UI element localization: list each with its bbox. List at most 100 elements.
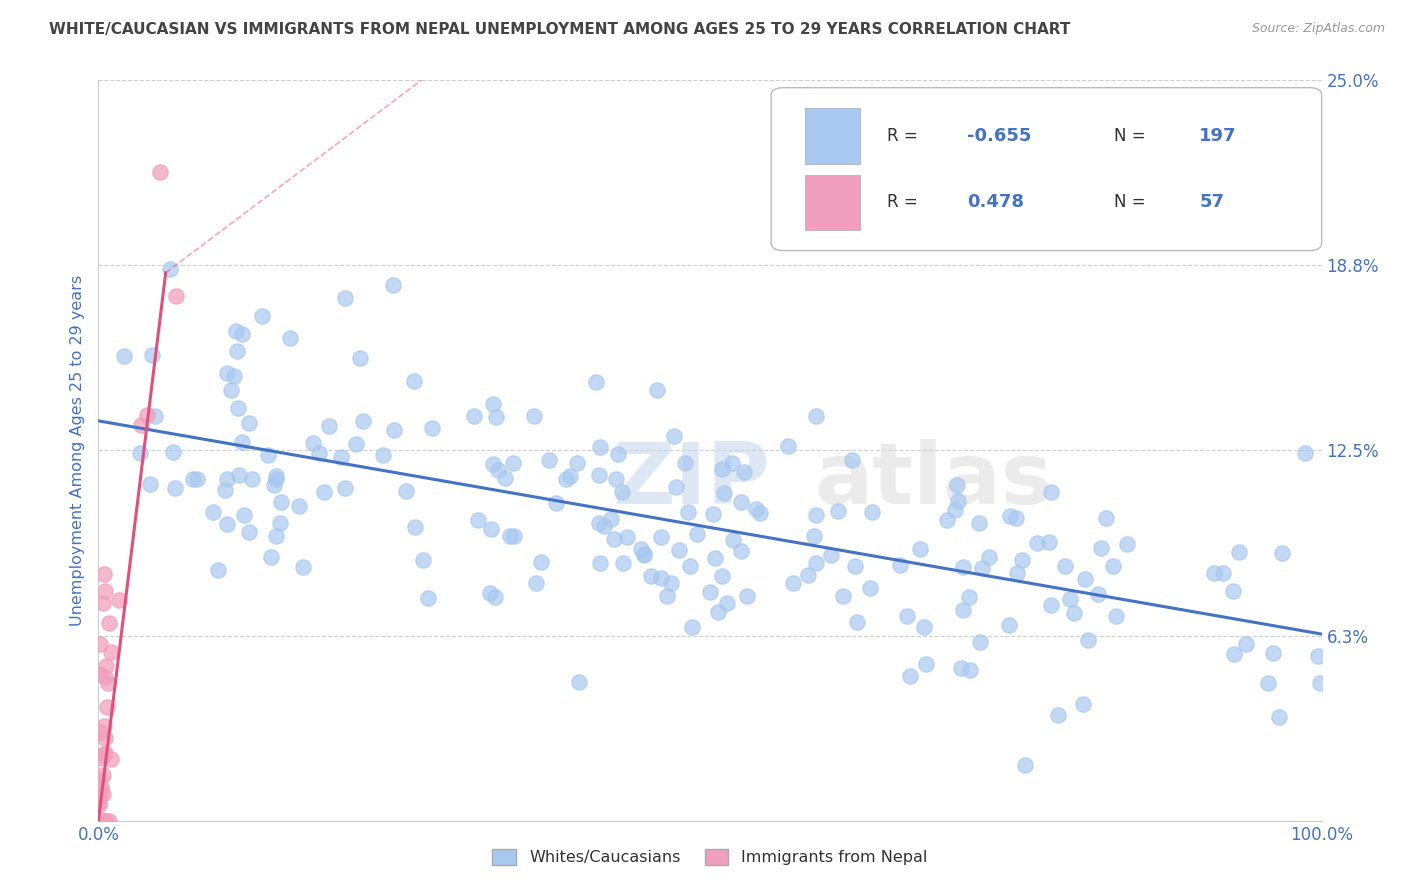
Point	[1202, 566, 1225, 581]
Point	[467, 513, 489, 527]
Point	[335, 291, 357, 305]
Point	[859, 581, 882, 595]
Point	[915, 657, 938, 671]
Point	[87, 814, 110, 828]
Point	[90, 814, 112, 828]
Point	[94, 814, 117, 828]
Point	[269, 516, 291, 530]
Point	[292, 559, 315, 574]
Point	[1257, 675, 1279, 690]
Point	[94, 670, 117, 684]
Point	[270, 494, 292, 508]
Point	[1234, 637, 1257, 651]
Point	[97, 615, 120, 630]
Point	[600, 512, 623, 526]
Point	[730, 494, 752, 508]
Point	[593, 519, 616, 533]
Point	[803, 529, 825, 543]
Point	[91, 596, 114, 610]
Text: -0.655: -0.655	[967, 127, 1031, 145]
Point	[94, 746, 117, 760]
FancyBboxPatch shape	[806, 175, 860, 230]
Point	[967, 516, 990, 530]
Point	[93, 567, 115, 582]
Y-axis label: Unemployment Among Ages 25 to 29 years: Unemployment Among Ages 25 to 29 years	[69, 275, 84, 626]
Point	[1077, 633, 1099, 648]
Point	[612, 556, 634, 570]
Point	[486, 463, 509, 477]
Point	[404, 519, 426, 533]
Point	[1212, 566, 1234, 580]
Point	[352, 414, 374, 428]
Point	[943, 503, 966, 517]
Point	[979, 550, 1001, 565]
Point	[224, 369, 246, 384]
Point	[90, 814, 112, 828]
Text: 197: 197	[1199, 127, 1237, 145]
Point	[263, 478, 285, 492]
Point	[972, 561, 994, 575]
Point	[679, 558, 702, 573]
Point	[1014, 758, 1036, 772]
Point	[482, 397, 505, 411]
Point	[713, 486, 735, 500]
Point	[266, 529, 288, 543]
Point	[226, 344, 249, 359]
Point	[745, 501, 768, 516]
Point	[349, 351, 371, 366]
Point	[260, 549, 283, 564]
Point	[1263, 646, 1285, 660]
Point	[912, 620, 935, 634]
Point	[93, 747, 115, 762]
Text: WHITE/CAUCASIAN VS IMMIGRANTS FROM NEPAL UNEMPLOYMENT AMONG AGES 25 TO 29 YEARS : WHITE/CAUCASIAN VS IMMIGRANTS FROM NEPAL…	[49, 22, 1070, 37]
Point	[633, 548, 655, 562]
Point	[89, 814, 111, 828]
Point	[844, 558, 866, 573]
Point	[806, 556, 828, 570]
Point	[523, 409, 546, 423]
Point	[737, 589, 759, 603]
Point	[499, 529, 522, 543]
Point	[100, 752, 122, 766]
Text: R =: R =	[887, 127, 924, 145]
Point	[668, 542, 690, 557]
Text: Source: ZipAtlas.com: Source: ZipAtlas.com	[1251, 22, 1385, 36]
Point	[302, 436, 325, 450]
Point	[720, 457, 742, 471]
Point	[97, 676, 120, 690]
Point	[606, 447, 628, 461]
Point	[1040, 484, 1063, 499]
Point	[820, 548, 842, 562]
Legend: Whites/Caucasians, Immigrants from Nepal: Whites/Caucasians, Immigrants from Nepal	[486, 843, 934, 871]
Point	[1309, 676, 1331, 690]
Point	[219, 383, 242, 397]
Point	[846, 615, 869, 629]
Point	[240, 472, 263, 486]
Point	[645, 383, 668, 397]
Point	[215, 472, 238, 486]
Point	[228, 468, 250, 483]
Point	[949, 661, 972, 675]
Point	[588, 557, 610, 571]
Point	[935, 513, 957, 527]
Point	[97, 814, 120, 828]
Point	[896, 608, 918, 623]
Point	[959, 663, 981, 677]
Point	[314, 485, 336, 500]
Point	[288, 499, 311, 513]
Point	[89, 785, 111, 799]
Point	[650, 530, 672, 544]
Point	[681, 620, 703, 634]
Point	[278, 331, 301, 345]
Point	[957, 590, 980, 604]
Point	[603, 533, 626, 547]
Point	[89, 814, 111, 828]
Point	[231, 434, 253, 449]
Point	[1011, 553, 1033, 567]
FancyBboxPatch shape	[806, 108, 860, 163]
Text: N =: N =	[1114, 194, 1150, 211]
Point	[87, 751, 110, 765]
Point	[87, 814, 110, 828]
Point	[1054, 559, 1077, 574]
Point	[1059, 592, 1081, 607]
